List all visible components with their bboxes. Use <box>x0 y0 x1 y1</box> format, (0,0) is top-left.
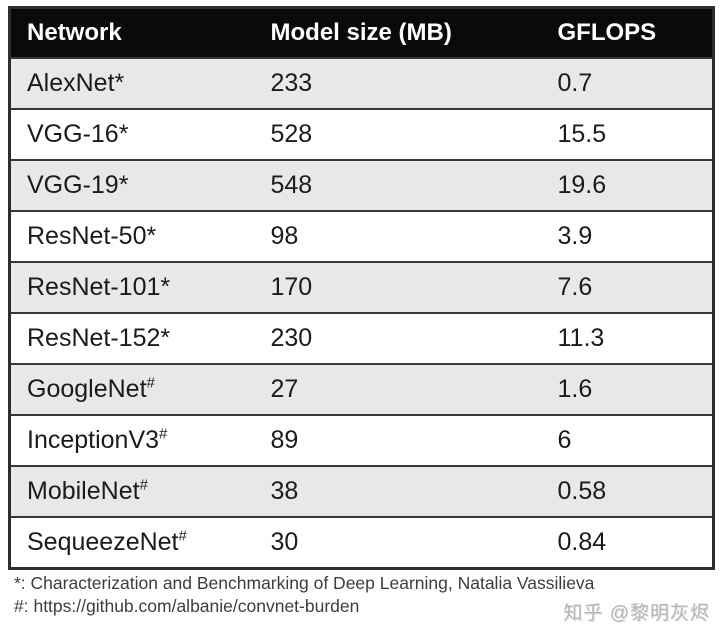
table-row: InceptionV3# 89 6 <box>9 414 714 466</box>
table-row: ResNet-101* 170 7.6 <box>9 261 714 313</box>
cell-network: GoogleNet# <box>9 363 255 415</box>
column-header-gflops: GFLOPS <box>541 7 714 58</box>
cell-gflops: 15.5 <box>541 108 714 160</box>
table-row: SequeezeNet# 30 0.84 <box>9 516 714 569</box>
table-row: AlexNet* 233 0.7 <box>9 57 714 109</box>
cell-gflops: 7.6 <box>541 261 714 313</box>
column-header-network: Network <box>9 7 255 58</box>
hash-marker: # <box>139 476 148 494</box>
hash-marker: # <box>178 527 187 545</box>
cell-network: ResNet-50* <box>9 210 255 262</box>
benchmark-table: Network Model size (MB) GFLOPS AlexNet* 2… <box>8 6 715 570</box>
cell-network: VGG-19* <box>9 159 255 211</box>
watermark: 知乎 @黎明灰烬 <box>563 603 710 624</box>
cell-network: MobileNet# <box>9 465 255 517</box>
cell-model-size: 548 <box>254 159 542 211</box>
cell-model-size: 89 <box>254 414 542 466</box>
cell-network: AlexNet* <box>9 57 255 109</box>
cell-model-size: 170 <box>254 261 542 313</box>
cell-gflops: 3.9 <box>541 210 714 262</box>
table-row: ResNet-152* 230 11.3 <box>9 312 714 364</box>
footnotes: *: Characterization and Benchmarking of … <box>14 572 594 618</box>
table-row: MobileNet# 38 0.58 <box>9 465 714 517</box>
cell-network: VGG-16* <box>9 108 255 160</box>
cell-model-size: 233 <box>254 57 542 109</box>
cell-model-size: 98 <box>254 210 542 262</box>
hash-marker: # <box>146 374 155 392</box>
cell-gflops: 6 <box>541 414 714 466</box>
cell-model-size: 230 <box>254 312 542 364</box>
cell-network: ResNet-152* <box>9 312 255 364</box>
cell-model-size: 38 <box>254 465 542 517</box>
cell-gflops: 19.6 <box>541 159 714 211</box>
cell-gflops: 1.6 <box>541 363 714 415</box>
cell-network: InceptionV3# <box>9 414 255 466</box>
table-header: Network Model size (MB) GFLOPS <box>9 7 714 58</box>
header-row: Network Model size (MB) GFLOPS <box>9 7 714 58</box>
table-row: VGG-16* 528 15.5 <box>9 108 714 160</box>
cell-network: SequeezeNet# <box>9 516 255 569</box>
table-row: ResNet-50* 98 3.9 <box>9 210 714 262</box>
column-header-modelsize: Model size (MB) <box>254 7 542 58</box>
cell-gflops: 11.3 <box>541 312 714 364</box>
table-row: GoogleNet# 27 1.6 <box>9 363 714 415</box>
table-row: VGG-19* 548 19.6 <box>9 159 714 211</box>
cell-network: ResNet-101* <box>9 261 255 313</box>
footnote-asterisk: *: Characterization and Benchmarking of … <box>14 573 595 593</box>
cell-model-size: 30 <box>254 516 542 569</box>
cell-gflops: 0.58 <box>541 465 714 517</box>
table-body: AlexNet* 233 0.7 VGG-16* 528 15.5 VGG-19* 548 19… <box>9 57 714 569</box>
hash-marker: # <box>159 425 168 443</box>
cell-model-size: 27 <box>254 363 542 415</box>
cell-gflops: 0.7 <box>541 57 714 109</box>
cell-model-size: 528 <box>254 108 542 160</box>
cell-gflops: 0.84 <box>541 516 714 569</box>
footnote-hash: #: https://github.com/albanie/convnet-bu… <box>14 596 360 616</box>
